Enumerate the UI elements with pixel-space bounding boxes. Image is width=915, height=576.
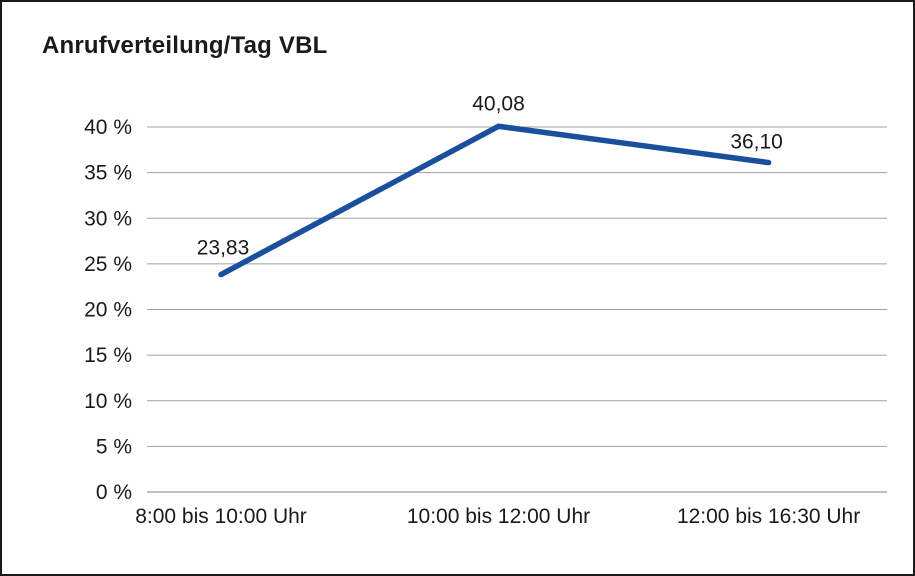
data-point-label: 36,10: [730, 131, 783, 154]
x-tick-label: 8:00 bis 10:00 Uhr: [135, 505, 307, 528]
y-tick-label: 30 %: [84, 207, 132, 230]
y-tick-label: 5 %: [96, 435, 132, 458]
y-tick-label: 15 %: [84, 344, 132, 367]
y-tick-label: 0 %: [96, 481, 132, 504]
y-tick-label: 20 %: [84, 299, 132, 322]
series-line: [218, 123, 772, 278]
y-tick-label: 25 %: [84, 253, 132, 276]
y-tick-label: 10 %: [84, 390, 132, 413]
x-tick-label: 12:00 bis 16:30 Uhr: [677, 505, 860, 528]
y-tick-label: 35 %: [84, 162, 132, 185]
data-point-label: 23,83: [197, 237, 250, 260]
data-point-label: 40,08: [472, 92, 525, 115]
x-tick-label: 10:00 bis 12:00 Uhr: [407, 505, 590, 528]
y-tick-label: 40 %: [84, 116, 132, 139]
chart-title: Anrufverteilung/Tag VBL: [42, 32, 328, 59]
